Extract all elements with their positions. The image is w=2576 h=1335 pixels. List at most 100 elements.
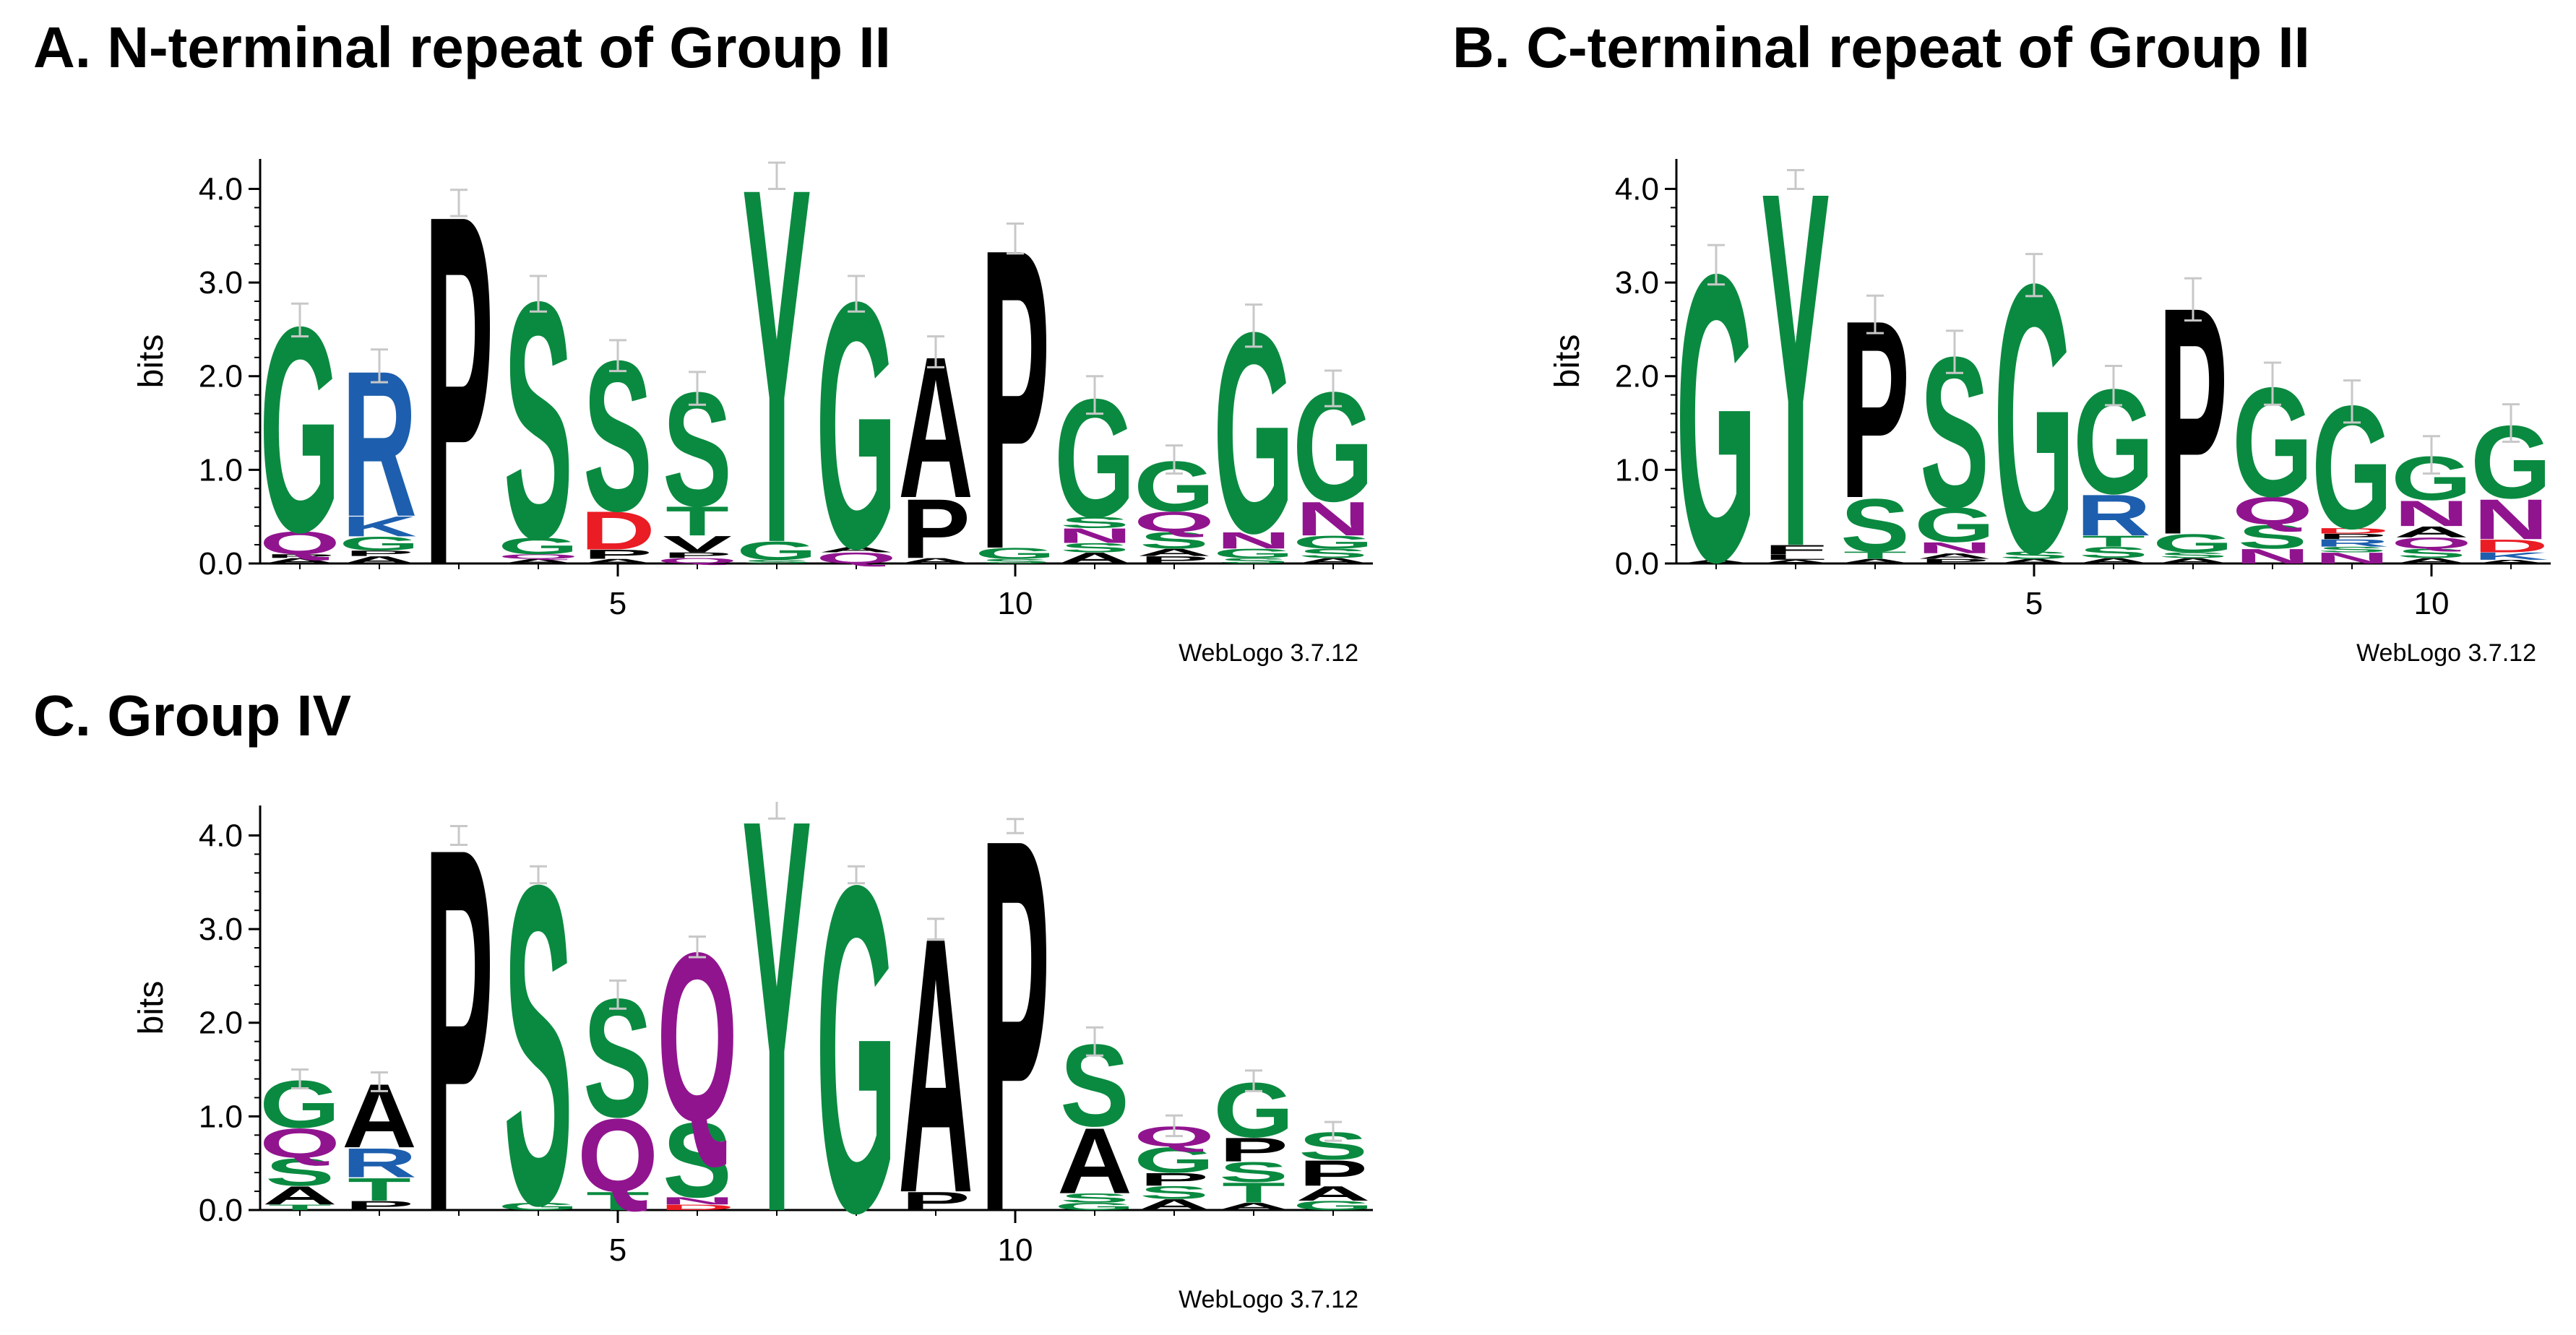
y-tick-label: 2.0	[199, 359, 243, 394]
logo-letter-P: P	[663, 550, 732, 559]
logo-letter-A: A	[2155, 556, 2231, 565]
logo-letter-S: S	[2397, 546, 2466, 561]
logo-letter-A: A	[342, 554, 417, 566]
logo-letter-T: T	[1222, 1177, 1285, 1209]
logo-letter-Q: Q	[816, 549, 897, 566]
logo-letter-A: A	[2394, 523, 2469, 540]
logo-letter-S: S	[1140, 527, 1209, 553]
logo-letter-G: G	[736, 536, 817, 565]
logo-letter-Y: Y	[742, 155, 811, 649]
logo-letter-G: G	[339, 532, 420, 554]
logo-letter-Y: Y	[742, 802, 811, 1322]
logo-letter-S: S	[1060, 514, 1129, 531]
logo-letter-A: A	[1838, 558, 1913, 565]
y-tick-label: 3.0	[1615, 265, 1659, 301]
logo-letter-S: S	[2317, 545, 2387, 554]
x-tick-label: 10	[2414, 586, 2450, 621]
logo-letter-S: S	[663, 1100, 732, 1219]
logo-letter-A: A	[1216, 1201, 1291, 1212]
logo-letter-P: P	[1219, 1131, 1288, 1169]
logo-letter-S: S	[2079, 544, 2148, 561]
logo-letter-S: S	[2158, 550, 2228, 559]
logo-letter-S: S	[1999, 550, 2069, 561]
logo-letter-P: P	[901, 481, 970, 576]
y-tick-label: 2.0	[1615, 359, 1659, 394]
logo-letter-A: A	[1137, 547, 1212, 558]
x-tick-label: 10	[998, 586, 1033, 621]
y-axis-label: bits	[132, 981, 171, 1035]
logo-letter-A: A	[501, 558, 576, 565]
logo-letter-Q: Q	[657, 556, 738, 565]
logo-letter-Q: Q	[577, 1098, 658, 1214]
logo-letter-P: P	[345, 1198, 414, 1213]
y-axis-label: bits	[132, 334, 171, 389]
logo-letter-A: A	[1296, 1182, 1371, 1205]
logo-letter-G: G	[1293, 532, 1374, 553]
logo-letter-A: A	[262, 556, 337, 565]
y-tick-label: 1.0	[199, 1099, 243, 1134]
x-tick-label: 10	[998, 1232, 1033, 1268]
logo-letter-S: S	[504, 802, 573, 1299]
logo-letter-Q: Q	[1134, 506, 1215, 538]
logo-letter-A: A	[2394, 556, 2469, 565]
logo-letter-P: P	[424, 155, 494, 670]
logo-letter-P: P	[2317, 532, 2387, 541]
logo-letter-G: G	[2153, 529, 2233, 558]
logo-letter-K: K	[342, 511, 417, 543]
logo-letter-Q: Q	[498, 553, 579, 560]
weblogo-version-label: WebLogo 3.7.12	[1179, 639, 1358, 667]
panel-a-title: A. N-terminal repeat of Group II	[33, 15, 891, 79]
logo-letter-G: G	[1914, 497, 1995, 553]
y-tick-label: 0.0	[199, 546, 243, 582]
logo-letter-A: A	[580, 558, 655, 565]
weblogo-version-label: WebLogo 3.7.12	[2356, 639, 2536, 667]
logo-letter-Q: Q	[2232, 489, 2313, 532]
logo-letter-N: N	[1296, 492, 1371, 545]
logo-letter-A: A	[1917, 552, 1992, 561]
logo-letter-G: G	[1293, 1198, 1374, 1213]
logo-letter-P: P	[981, 802, 1050, 1322]
weblogo-version-label: WebLogo 3.7.12	[1179, 1286, 1358, 1313]
logo-letter-S: S	[981, 558, 1050, 565]
logo-letter-T: T	[1843, 550, 1907, 561]
logo-letter-P: P	[1140, 554, 1209, 566]
y-tick-label: 0.0	[199, 1193, 243, 1228]
logo-letter-A: A	[2076, 556, 2151, 565]
logo-letter-G: G	[1213, 546, 1294, 561]
y-tick-label: 4.0	[1615, 171, 1659, 207]
logo-letter-N: N	[660, 1195, 735, 1206]
panel-c-title: C. Group IV	[33, 683, 351, 748]
logo-letter-A: A	[1057, 549, 1132, 566]
logo-letter-T: T	[348, 1171, 411, 1207]
logo-letter-Q: Q	[2391, 535, 2472, 552]
logo-letter-V: V	[663, 531, 732, 557]
logo-letter-A: A	[1679, 558, 1754, 564]
logo-letter-S: S	[1219, 556, 1288, 565]
logo-letter-A: A	[1758, 558, 1833, 564]
logo-letter-S: S	[1298, 546, 1368, 561]
logo-letter-N: N	[2314, 549, 2390, 566]
x-tick-label: 5	[609, 586, 626, 621]
logo-letter-R: R	[2076, 482, 2151, 548]
logo-letter-P: P	[1920, 558, 1989, 565]
y-tick-label: 1.0	[1615, 452, 1659, 488]
logo-letter-G: G	[975, 545, 1056, 562]
logo-letter-S: S	[742, 558, 811, 564]
logo-letter-N: N	[2473, 488, 2549, 552]
y-tick-label: 4.0	[199, 171, 243, 207]
logo-letter-A: A	[819, 545, 894, 554]
logo-letter-T: T	[665, 498, 729, 545]
panel-b-title: B. C-terminal repeat of Group II	[1452, 15, 2310, 79]
logo-letter-T: T	[2082, 532, 2145, 550]
logo-letter-Q: Q	[259, 524, 340, 561]
logo-letter-T: T	[586, 1187, 650, 1216]
y-tick-label: 1.0	[199, 452, 243, 488]
logo-letter-A: A	[1057, 1108, 1132, 1213]
logo-letter-D: D	[580, 501, 655, 561]
logo-letter-S: S	[265, 1151, 335, 1194]
logo-letter-G: G	[1054, 1201, 1135, 1212]
logo-letter-A: A	[1137, 1196, 1212, 1213]
logo-letter-N: N	[2394, 493, 2469, 534]
logo-letter-F: F	[1764, 543, 1827, 557]
